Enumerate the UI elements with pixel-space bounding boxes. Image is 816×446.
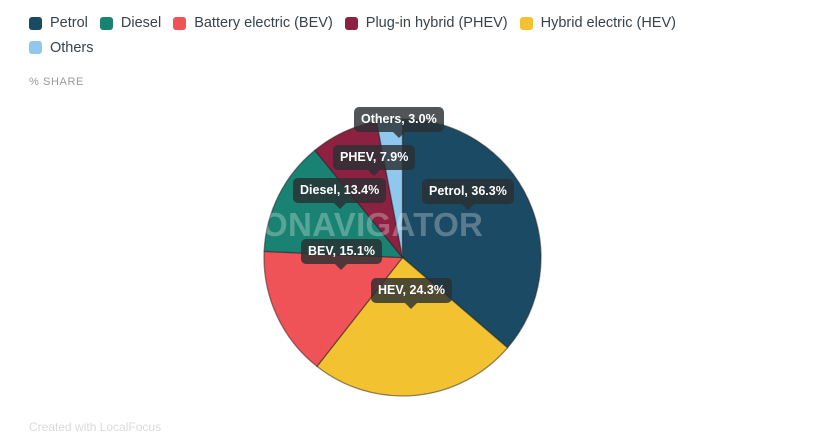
svg-text:ONAVIGATOR: ONAVIGATOR (262, 206, 483, 243)
